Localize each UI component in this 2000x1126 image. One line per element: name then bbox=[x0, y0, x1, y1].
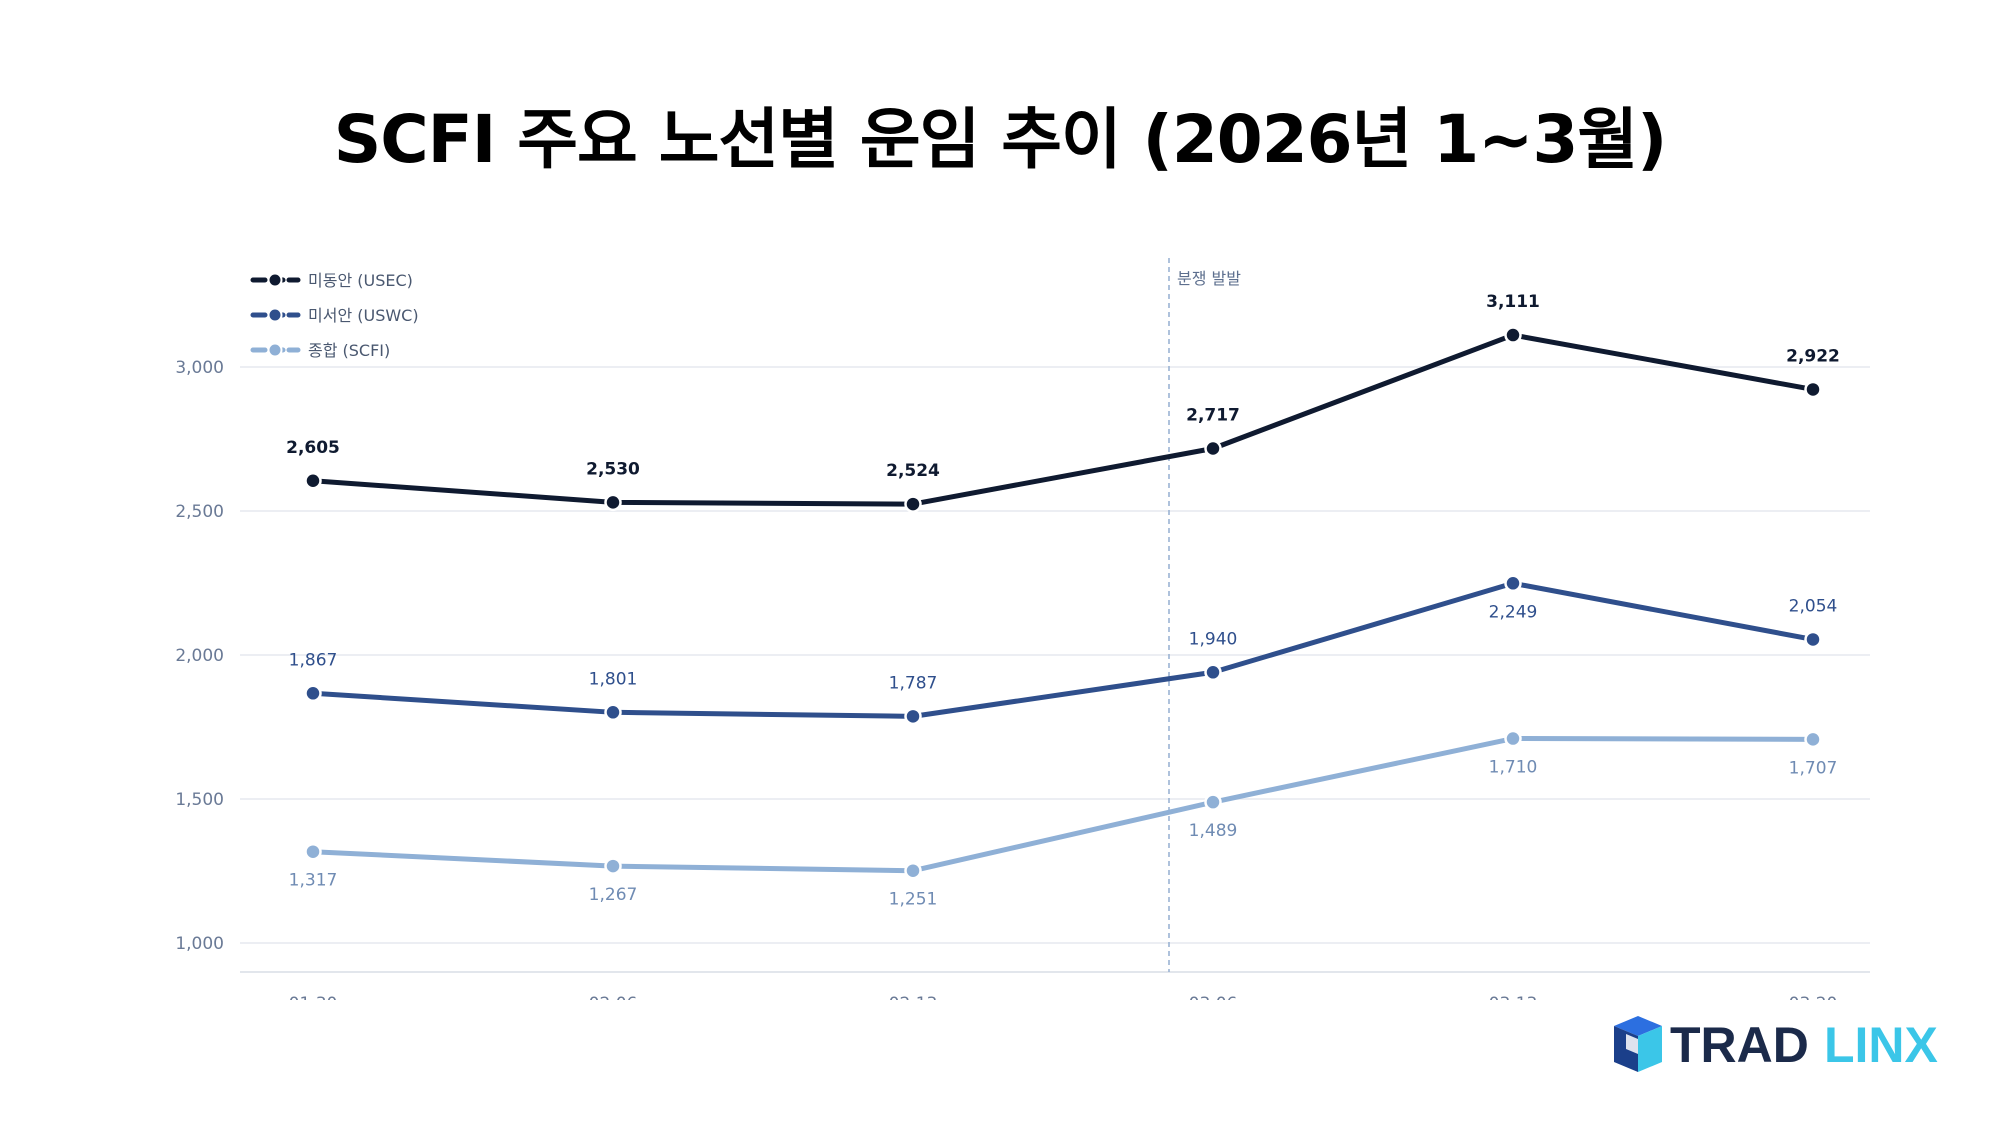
x-tick-label: 03.06 bbox=[1189, 994, 1238, 1000]
legend-marker bbox=[267, 272, 283, 288]
annotation: 분쟁 발발 bbox=[1168, 258, 1241, 972]
data-point bbox=[904, 707, 922, 726]
data-point bbox=[304, 842, 322, 861]
data-label: 1,801 bbox=[589, 669, 638, 689]
x-tick-label: 02.13 bbox=[889, 994, 938, 1000]
y-tick-label: 2,500 bbox=[175, 502, 224, 522]
data-label: 1,867 bbox=[289, 650, 338, 670]
logo-text-trad: TRAD bbox=[1670, 1017, 1809, 1073]
data-point bbox=[604, 703, 622, 722]
data-label: 1,787 bbox=[889, 673, 938, 693]
series-line bbox=[310, 580, 1816, 719]
data-label: 1,251 bbox=[889, 890, 938, 910]
data-point bbox=[1804, 380, 1822, 399]
data-point bbox=[1204, 663, 1222, 682]
legend-marker bbox=[267, 307, 283, 323]
data-labels: 2,605 2,530 2,524 2,717 3,111 2,922 1,867 1,801… bbox=[286, 292, 1840, 910]
data-label: 1,267 bbox=[589, 885, 638, 905]
x-tick-label: 01.30 bbox=[289, 994, 338, 1000]
annotation-label: 분쟁 발발 bbox=[1177, 269, 1241, 288]
legend-marker bbox=[267, 342, 283, 358]
data-point bbox=[304, 684, 322, 703]
series-line bbox=[310, 736, 1816, 874]
data-point bbox=[1204, 793, 1222, 811]
data-label: 2,922 bbox=[1786, 346, 1840, 366]
data-label: 1,940 bbox=[1189, 629, 1238, 649]
series-lines bbox=[304, 326, 1822, 880]
data-label: 2,530 bbox=[586, 459, 640, 479]
data-label: 1,317 bbox=[289, 871, 338, 891]
data-label: 2,054 bbox=[1789, 596, 1838, 616]
logo-text-linx: LINX bbox=[1824, 1017, 1938, 1073]
chart-title: SCFI 주요 노선별 운임 추이 (2026년 1~3월) bbox=[333, 101, 1668, 178]
data-point bbox=[1504, 574, 1522, 593]
data-label: 3,111 bbox=[1486, 292, 1540, 312]
data-label: 2,605 bbox=[286, 438, 340, 458]
data-point bbox=[604, 493, 622, 512]
data-point bbox=[604, 857, 622, 875]
data-point bbox=[904, 495, 922, 513]
data-point bbox=[304, 472, 322, 490]
legend: 미동안 (USEC) 미서안 (USWC) 종합 (SCFI) bbox=[250, 271, 419, 360]
y-tick-label: 1,500 bbox=[175, 790, 224, 810]
x-tick-label: 02.06 bbox=[589, 994, 638, 1000]
data-label: 1,710 bbox=[1489, 758, 1538, 778]
tradlinx-logo: TRAD LINX bbox=[1614, 1016, 1938, 1073]
data-point bbox=[1504, 326, 1522, 344]
data-label: 1,489 bbox=[1189, 821, 1238, 841]
data-label: 2,717 bbox=[1186, 406, 1240, 426]
legend-label: 미동안 (USEC) bbox=[308, 271, 413, 290]
axes: 1,000 1,500 2,000 2,500 3,000 01.30 02.06 02.13… bbox=[175, 358, 1870, 1000]
data-point bbox=[1804, 730, 1822, 749]
data-point bbox=[904, 861, 922, 880]
line-chart: 1,000 1,500 2,000 2,500 3,000 01.30 02.06 02.13… bbox=[175, 258, 1870, 1000]
data-point bbox=[1204, 439, 1222, 458]
data-point bbox=[1504, 729, 1522, 748]
series-line bbox=[310, 332, 1816, 507]
x-tick-label: 03.20 bbox=[1789, 994, 1838, 1000]
data-point bbox=[1804, 630, 1822, 649]
x-tick-label: 03.13 bbox=[1489, 994, 1538, 1000]
data-label: 1,707 bbox=[1789, 758, 1838, 778]
grid-lines bbox=[240, 366, 1870, 944]
legend-label: 종합 (SCFI) bbox=[308, 341, 390, 360]
data-label: 2,524 bbox=[886, 461, 940, 481]
y-tick-label: 2,000 bbox=[175, 646, 224, 666]
legend-label: 미서안 (USWC) bbox=[308, 306, 419, 325]
data-label: 2,249 bbox=[1489, 602, 1538, 622]
y-tick-label: 1,000 bbox=[175, 934, 224, 954]
y-tick-label: 3,000 bbox=[175, 358, 224, 378]
cube-icon bbox=[1614, 1016, 1662, 1072]
